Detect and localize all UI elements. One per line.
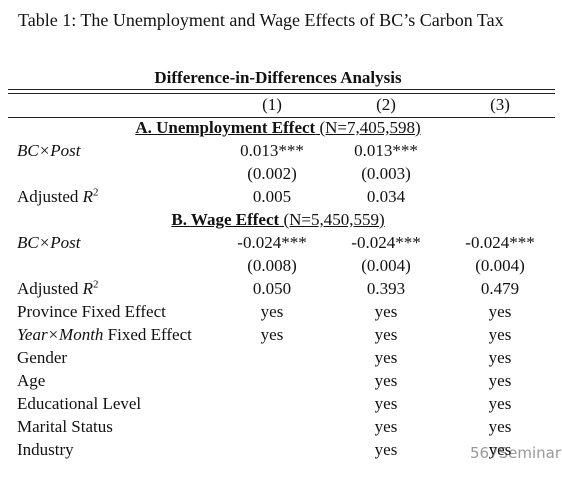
cell: 0.393 — [366, 279, 406, 298]
column-header: (3) — [490, 95, 510, 114]
label-part: Fixed Effect — [103, 325, 192, 344]
cell: 0.050 — [252, 279, 292, 298]
cell: -0.024*** — [237, 233, 307, 252]
cell: 0.479 — [480, 279, 520, 298]
label-part: (N=7,405,598) — [315, 118, 421, 137]
cell: yes — [374, 440, 398, 459]
top-rule — [8, 89, 555, 90]
row-label: Age — [17, 370, 45, 392]
cell: yes — [488, 371, 512, 390]
label-part: 2 — [93, 278, 99, 291]
cell: yes — [488, 394, 512, 413]
cell: yes — [260, 325, 284, 344]
top-rule — [8, 93, 555, 94]
table-caption: Difference-in-Differences Analysis — [154, 68, 402, 87]
column-header: (1) — [262, 95, 282, 114]
cell: yes — [374, 371, 398, 390]
table-title: Table 1: The Unemployment and Wage Effec… — [18, 10, 504, 30]
row-label: BC×Post — [17, 232, 80, 254]
label-part: Province Fixed Effect — [17, 302, 166, 321]
cell: yes — [374, 394, 398, 413]
cell: -0.024*** — [351, 233, 421, 252]
panel-header: A. Unemployment Effect (N=7,405,598) — [135, 117, 420, 139]
row-label: Marital Status — [17, 416, 113, 438]
cell: yes — [374, 325, 398, 344]
label-part: R — [82, 187, 94, 206]
label-part: (N=5,450,559) — [279, 210, 385, 229]
label-part: Gender — [17, 348, 68, 367]
row-label: Adjusted R2 — [17, 278, 99, 300]
label-part: BC×Post — [17, 141, 81, 160]
cell: (0.003) — [361, 164, 411, 183]
cell: (0.004) — [361, 256, 411, 275]
row-label: BC×Post — [17, 140, 80, 162]
header-rule — [8, 117, 555, 118]
cell: yes — [488, 302, 512, 321]
label-part: Year×Month — [17, 325, 104, 344]
cell: yes — [488, 417, 512, 436]
label-part: Educational Level — [17, 394, 142, 413]
row-label: Province Fixed Effect — [17, 301, 166, 323]
label-part: A. Unemployment Effect — [135, 118, 316, 137]
panel-header: B. Wage Effect (N=5,450,559) — [171, 209, 384, 231]
cell: -0.024*** — [465, 233, 535, 252]
cell: yes — [260, 302, 284, 321]
cell: 0.013*** — [240, 141, 304, 160]
cell: yes — [374, 348, 398, 367]
row-label: Educational Level — [17, 393, 141, 415]
label-part: 2 — [93, 186, 99, 199]
label-part: Marital Status — [17, 417, 113, 436]
cell: yes — [488, 348, 512, 367]
cell: yes — [488, 440, 512, 459]
row-label: Year×Month Fixed Effect — [17, 324, 192, 346]
label-part: Industry — [17, 440, 74, 459]
column-header: (2) — [376, 95, 396, 114]
cell: 0.013*** — [354, 141, 418, 160]
label-part: Adjusted — [17, 187, 83, 206]
cell: 0.005 — [252, 187, 292, 206]
row-label: Adjusted R2 — [17, 186, 99, 208]
cell: (0.002) — [247, 164, 297, 183]
cell: yes — [374, 417, 398, 436]
label-part: BC×Post — [17, 233, 81, 252]
row-label: Industry — [17, 439, 74, 461]
watermark: 567Seminar — [470, 444, 562, 462]
cell: (0.008) — [247, 256, 297, 275]
cell: 0.034 — [366, 187, 406, 206]
label-part: Adjusted — [17, 279, 83, 298]
cell: yes — [488, 325, 512, 344]
label-part: B. Wage Effect — [171, 210, 280, 229]
cell: yes — [374, 302, 398, 321]
row-label: Gender — [17, 347, 67, 369]
cell: (0.004) — [475, 256, 525, 275]
label-part: R — [82, 279, 94, 298]
label-part: Age — [17, 371, 46, 390]
